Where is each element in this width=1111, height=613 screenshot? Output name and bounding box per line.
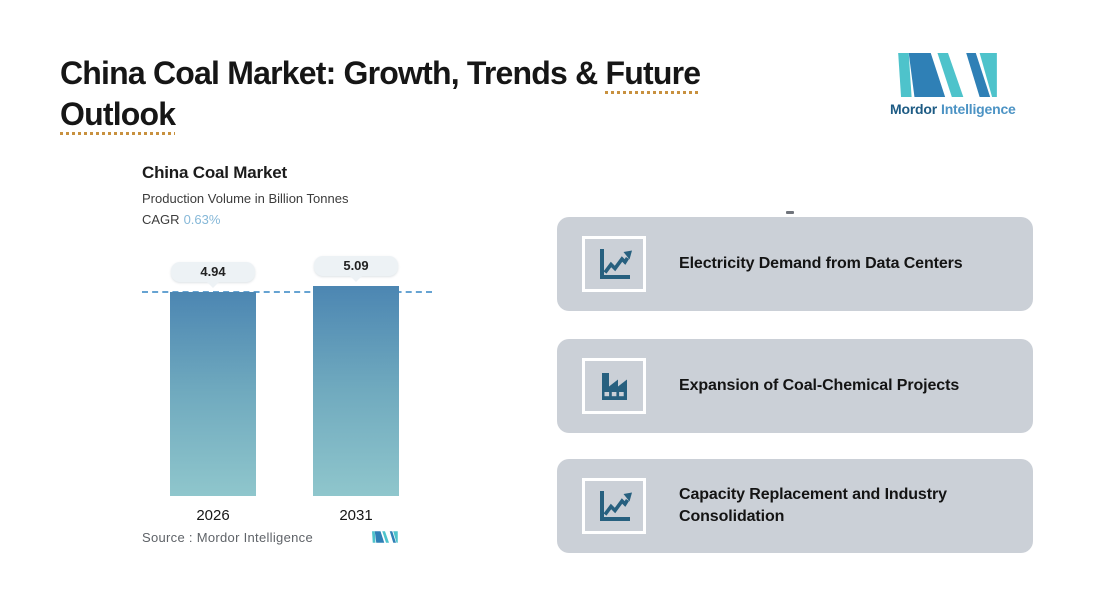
logo-word-mordor: Mordor <box>890 101 938 117</box>
x-axis-label-2031: 2031 <box>339 507 373 524</box>
cagr-value: 0.63% <box>183 212 221 227</box>
mordor-intelligence-logo: Mordor Intelligence <box>890 52 1016 117</box>
card-icon-box <box>582 358 646 414</box>
chart-footer: Source : Mordor Intelligence <box>142 528 398 546</box>
chart-title: China Coal Market <box>142 163 287 182</box>
card-capacity-replacement: Capacity Replacement and Industry Consol… <box>557 459 1033 553</box>
mordor-logo-mark-icon <box>898 52 997 98</box>
page-title-underlined-word: Future <box>605 55 702 92</box>
bar-2031 <box>313 285 399 496</box>
x-axis-label-2026: 2026 <box>196 507 230 524</box>
card-title: Expansion of Coal-Chemical Projects <box>679 377 960 394</box>
logo-word-intelligence: Intelligence <box>941 101 1016 117</box>
chart-subtitle: Production Volume in Billion Tonnes <box>142 191 349 206</box>
factory-icon <box>602 373 627 400</box>
card-icon-box <box>582 478 646 534</box>
page-title-line2: Outlook <box>60 96 176 133</box>
bar-value-label-2026: 4.94 <box>171 261 255 282</box>
chart-header: China Coal Market Production Volume in B… <box>142 163 462 227</box>
card-title: Electricity Demand from Data Centers <box>679 255 963 272</box>
card-title: Capacity Replacement and Industry Consol… <box>679 486 947 525</box>
card-icon-box <box>582 236 646 292</box>
page-title: China Coal Market: Growth, Trends & Futu… <box>60 53 810 135</box>
line-chart-icon <box>600 491 632 521</box>
stray-mark <box>786 211 794 214</box>
reference-dashed-line <box>142 290 432 293</box>
cagr-label: CAGR <box>142 212 180 227</box>
card-electricity-demand: Electricity Demand from Data Centers <box>557 217 1033 311</box>
chart-cagr-line: CAGR 0.63% <box>142 212 462 227</box>
mordor-mini-logo-icon <box>372 531 398 543</box>
bar-value-label-2031: 5.09 <box>314 255 398 276</box>
mordor-logo-text: Mordor Intelligence <box>890 101 1016 117</box>
source-label: Source : Mordor Intelligence <box>142 529 313 545</box>
card-coal-chemical: Expansion of Coal-Chemical Projects <box>557 339 1033 433</box>
bar-chart: 4.94 2026 5.09 2031 <box>142 255 432 524</box>
bar-2026 <box>170 291 256 496</box>
market-drivers-list: Electricity Demand from Data Centers Exp… <box>557 217 1033 553</box>
line-chart-icon <box>600 249 632 279</box>
page-title-prefix: China Coal Market: Growth, Trends & <box>60 55 606 92</box>
